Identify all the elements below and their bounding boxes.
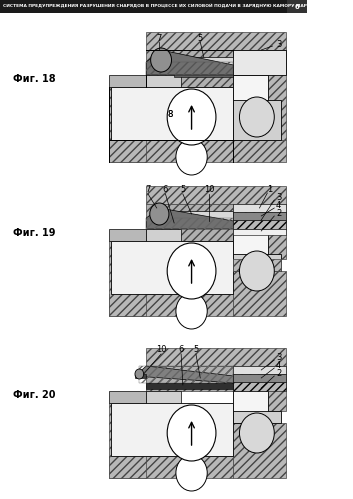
Bar bbox=[146, 32, 286, 50]
Text: 3: 3 bbox=[276, 353, 281, 362]
Text: 7: 7 bbox=[157, 33, 162, 42]
Bar bbox=[233, 366, 286, 411]
Text: 2: 2 bbox=[276, 210, 281, 219]
Text: Фиг. 18: Фиг. 18 bbox=[13, 74, 56, 84]
Text: Фиг. 19: Фиг. 19 bbox=[13, 228, 55, 238]
Bar bbox=[146, 204, 233, 241]
Polygon shape bbox=[146, 208, 233, 229]
Bar bbox=[233, 423, 286, 478]
Text: 10: 10 bbox=[156, 345, 166, 354]
Text: 4: 4 bbox=[276, 202, 281, 211]
Bar bbox=[109, 75, 146, 87]
Text: 6: 6 bbox=[178, 345, 184, 354]
Bar bbox=[146, 186, 286, 204]
Circle shape bbox=[150, 203, 169, 225]
Bar bbox=[233, 140, 286, 162]
Circle shape bbox=[239, 413, 274, 453]
Bar bbox=[233, 229, 268, 271]
Bar bbox=[233, 382, 286, 391]
Bar bbox=[233, 50, 286, 140]
Bar bbox=[109, 87, 146, 162]
Bar bbox=[233, 220, 286, 229]
Circle shape bbox=[151, 48, 172, 72]
Bar bbox=[233, 204, 286, 212]
Bar bbox=[233, 259, 281, 271]
Circle shape bbox=[239, 97, 274, 137]
Circle shape bbox=[167, 89, 216, 145]
Text: 7: 7 bbox=[145, 186, 151, 195]
Circle shape bbox=[176, 139, 207, 175]
Circle shape bbox=[135, 369, 144, 379]
Text: 5: 5 bbox=[198, 33, 203, 42]
Bar bbox=[233, 366, 286, 374]
Bar bbox=[233, 100, 281, 140]
Circle shape bbox=[167, 405, 216, 461]
Bar bbox=[233, 229, 286, 235]
Text: 3: 3 bbox=[276, 194, 281, 203]
Bar bbox=[174, 211, 233, 221]
Text: 2: 2 bbox=[276, 369, 281, 379]
Bar bbox=[146, 348, 286, 366]
Text: 6: 6 bbox=[163, 186, 168, 195]
Bar bbox=[146, 229, 181, 241]
Text: Фиг. 20: Фиг. 20 bbox=[13, 390, 55, 400]
Bar bbox=[233, 50, 286, 75]
Text: 5: 5 bbox=[180, 186, 185, 195]
Bar bbox=[287, 0, 307, 13]
Bar bbox=[233, 411, 281, 423]
Text: СИСТЕМА ПРЕДУПРЕЖДЕНИЯ РАЗРУШЕНИЯ СНАРЯДОВ В ПРОЦЕССЕ ИХ СИЛОВОЙ ПОДАЧИ В ЗАРЯДН: СИСТЕМА ПРЕДУПРЕЖДЕНИЯ РАЗРУШЕНИЯ СНАРЯД… bbox=[2, 4, 319, 8]
Circle shape bbox=[239, 251, 274, 291]
Bar bbox=[139, 366, 233, 383]
Bar bbox=[112, 87, 233, 140]
Bar bbox=[109, 140, 233, 162]
Bar bbox=[146, 50, 233, 87]
Text: 3: 3 bbox=[276, 39, 281, 48]
Bar bbox=[146, 62, 233, 75]
Bar bbox=[233, 212, 286, 220]
Circle shape bbox=[176, 293, 207, 329]
Bar bbox=[161, 221, 248, 227]
Text: 10: 10 bbox=[204, 186, 214, 195]
Circle shape bbox=[176, 455, 207, 491]
Bar bbox=[146, 75, 181, 87]
Circle shape bbox=[167, 243, 216, 299]
Polygon shape bbox=[146, 50, 233, 75]
Text: 6: 6 bbox=[294, 3, 299, 9]
Text: 8: 8 bbox=[167, 109, 173, 118]
Bar bbox=[112, 403, 233, 456]
Bar bbox=[233, 204, 286, 259]
Bar bbox=[233, 75, 268, 140]
Bar bbox=[146, 391, 181, 403]
Bar bbox=[174, 221, 233, 227]
Bar bbox=[233, 374, 286, 382]
Bar bbox=[109, 391, 146, 403]
Bar bbox=[109, 241, 146, 316]
Polygon shape bbox=[135, 366, 233, 383]
Bar bbox=[233, 391, 268, 423]
Bar bbox=[0, 0, 287, 13]
Text: 8: 8 bbox=[167, 109, 173, 118]
Text: 1: 1 bbox=[267, 186, 273, 195]
Bar bbox=[174, 69, 233, 77]
Bar bbox=[109, 294, 233, 316]
Bar bbox=[233, 254, 281, 271]
Bar bbox=[135, 374, 146, 378]
Text: 5: 5 bbox=[193, 345, 198, 354]
Bar bbox=[174, 57, 233, 69]
Bar bbox=[146, 366, 233, 391]
Text: 4: 4 bbox=[276, 361, 281, 370]
Bar bbox=[146, 218, 233, 229]
Bar bbox=[112, 241, 233, 294]
Bar bbox=[146, 383, 233, 389]
Bar bbox=[109, 403, 146, 478]
Bar bbox=[109, 456, 233, 478]
Bar bbox=[109, 229, 146, 241]
Bar bbox=[233, 271, 286, 316]
